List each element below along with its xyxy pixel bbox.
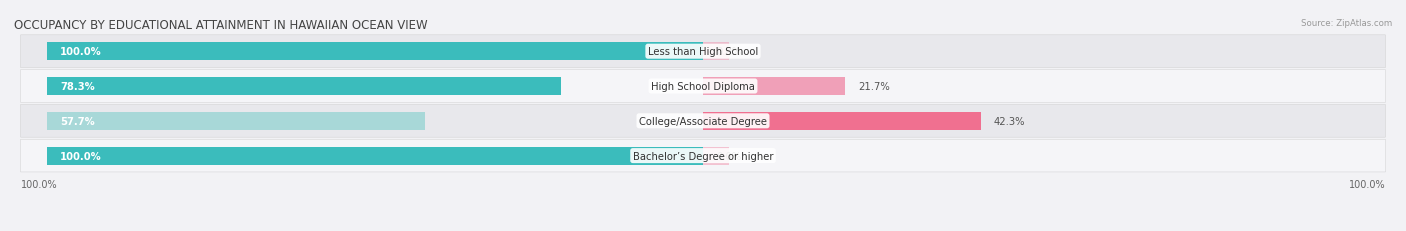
Text: 0.0%: 0.0% (716, 47, 741, 57)
Text: High School Diploma: High School Diploma (651, 82, 755, 92)
Text: Less than High School: Less than High School (648, 47, 758, 57)
Bar (703, 78, 845, 96)
Bar (46, 78, 561, 96)
Text: 100.0%: 100.0% (1348, 179, 1385, 189)
Text: College/Associate Degree: College/Associate Degree (638, 116, 768, 126)
Text: Bachelor’s Degree or higher: Bachelor’s Degree or higher (633, 151, 773, 161)
Text: 100.0%: 100.0% (60, 47, 101, 57)
Bar (703, 112, 980, 130)
Text: 78.3%: 78.3% (60, 82, 94, 92)
FancyBboxPatch shape (21, 70, 1385, 103)
Text: 57.7%: 57.7% (60, 116, 94, 126)
Bar (703, 147, 730, 165)
FancyBboxPatch shape (21, 36, 1385, 68)
Text: 0.0%: 0.0% (716, 151, 741, 161)
Text: 100.0%: 100.0% (60, 151, 101, 161)
Text: 21.7%: 21.7% (859, 82, 890, 92)
Bar (703, 43, 730, 61)
Text: OCCUPANCY BY EDUCATIONAL ATTAINMENT IN HAWAIIAN OCEAN VIEW: OCCUPANCY BY EDUCATIONAL ATTAINMENT IN H… (14, 18, 427, 31)
Bar (46, 43, 703, 61)
FancyBboxPatch shape (21, 105, 1385, 138)
Bar (46, 112, 426, 130)
Text: 100.0%: 100.0% (21, 179, 58, 189)
Text: Source: ZipAtlas.com: Source: ZipAtlas.com (1301, 18, 1392, 27)
Text: 42.3%: 42.3% (994, 116, 1025, 126)
FancyBboxPatch shape (21, 140, 1385, 172)
Bar (46, 147, 703, 165)
